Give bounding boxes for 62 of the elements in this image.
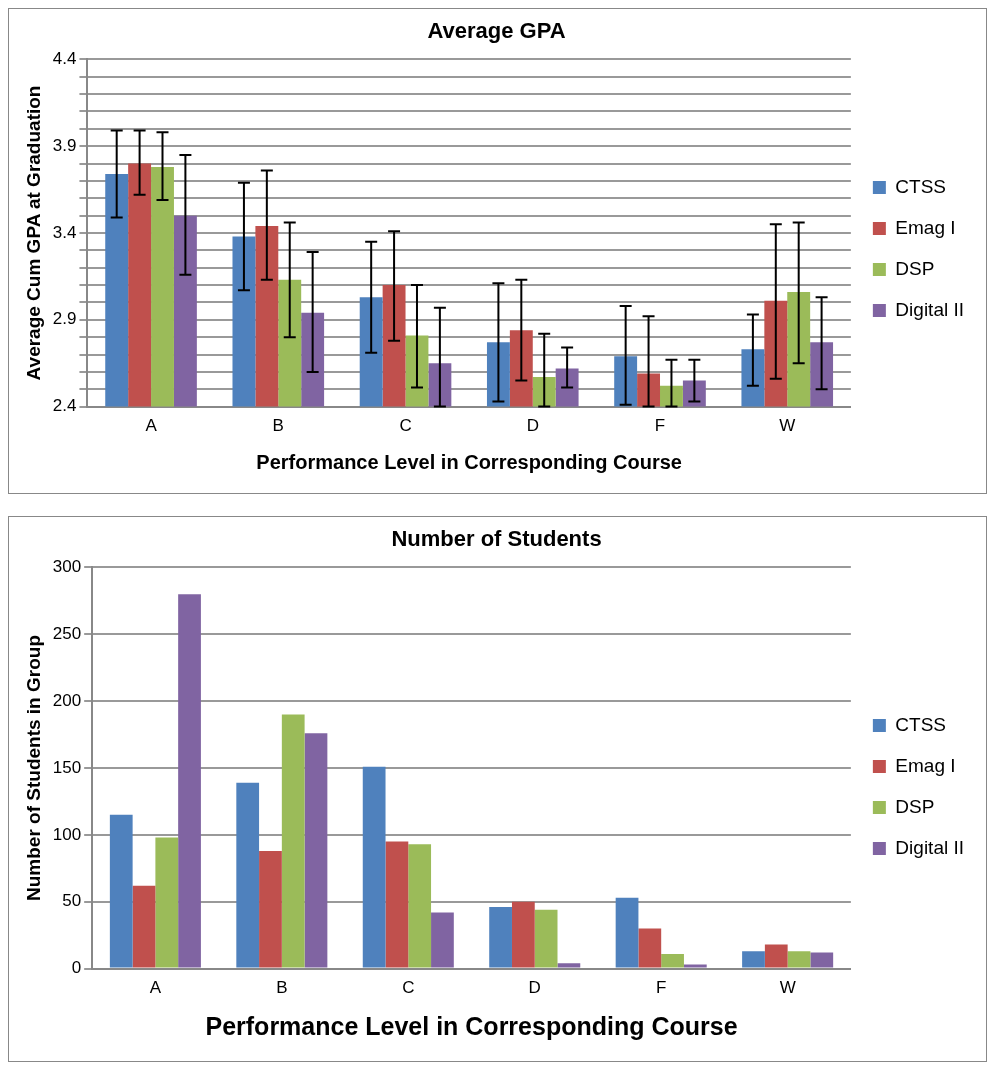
x-tick-label: F <box>654 416 666 436</box>
y-tick-label: 50 <box>62 891 82 911</box>
x-tick-label: D <box>528 978 541 998</box>
x-tick-label: C <box>399 416 412 436</box>
x-tick-label: A <box>145 416 158 436</box>
bar <box>408 844 432 968</box>
y-tick-label: 4.4 <box>52 49 77 69</box>
bar <box>236 782 260 968</box>
chart-title: Number of Students <box>391 526 602 552</box>
legend-label: DSP <box>895 257 935 279</box>
bar <box>281 714 305 968</box>
y-tick-label: 300 <box>52 557 82 577</box>
legend-label: Digital II <box>895 836 965 858</box>
bar <box>661 953 684 968</box>
y-tick-label: 150 <box>52 757 82 777</box>
bar <box>304 733 328 968</box>
y-tick-label: 200 <box>52 690 82 710</box>
x-tick-label: F <box>656 978 667 998</box>
x-tick-label: D <box>526 416 539 436</box>
x-tick-label: W <box>779 978 796 998</box>
bar <box>638 928 662 968</box>
chart-title: Average GPA <box>427 18 566 44</box>
x-axis-title: Performance Level in Corresponding Course <box>256 450 682 473</box>
y-tick-label: 3.9 <box>52 135 77 155</box>
legend-label: CTSS <box>895 713 947 735</box>
bar <box>764 944 788 968</box>
bar <box>683 964 707 968</box>
y-axis-title: Number of Students in Group <box>22 635 44 901</box>
bar <box>178 594 201 968</box>
y-tick-label: 100 <box>52 824 82 844</box>
bar <box>489 907 512 968</box>
legend-label: Emag I <box>895 216 956 238</box>
x-axis-title: Performance Level in Corresponding Course <box>205 1011 738 1040</box>
bar <box>259 850 282 968</box>
bar <box>534 909 558 968</box>
bar <box>109 814 133 968</box>
bar <box>810 952 834 968</box>
bar <box>742 951 765 968</box>
y-axis-title: Average Cum GPA at Graduation <box>22 85 44 381</box>
bar <box>557 963 581 968</box>
y-tick-label: 2.9 <box>52 309 77 329</box>
bar <box>385 841 409 968</box>
bar <box>615 897 639 968</box>
legend-label: Emag I <box>895 754 956 776</box>
y-tick-label: 3.4 <box>52 222 77 242</box>
x-tick-label: A <box>149 978 162 998</box>
bar <box>787 951 811 968</box>
y-tick-label: 0 <box>71 958 82 978</box>
x-tick-label: W <box>779 416 796 436</box>
bar <box>431 912 454 968</box>
legend-label: CTSS <box>895 175 947 197</box>
y-tick-label: 2.4 <box>52 396 77 416</box>
x-tick-label: B <box>272 416 284 436</box>
x-tick-label: C <box>402 978 415 998</box>
bar <box>362 766 386 968</box>
x-tick-label: B <box>276 978 288 998</box>
legend-label: DSP <box>895 795 935 817</box>
bar <box>132 885 156 968</box>
legend-label: Digital II <box>895 298 965 320</box>
bar <box>155 837 179 968</box>
y-tick-label: 250 <box>52 623 82 643</box>
bar <box>511 901 535 968</box>
